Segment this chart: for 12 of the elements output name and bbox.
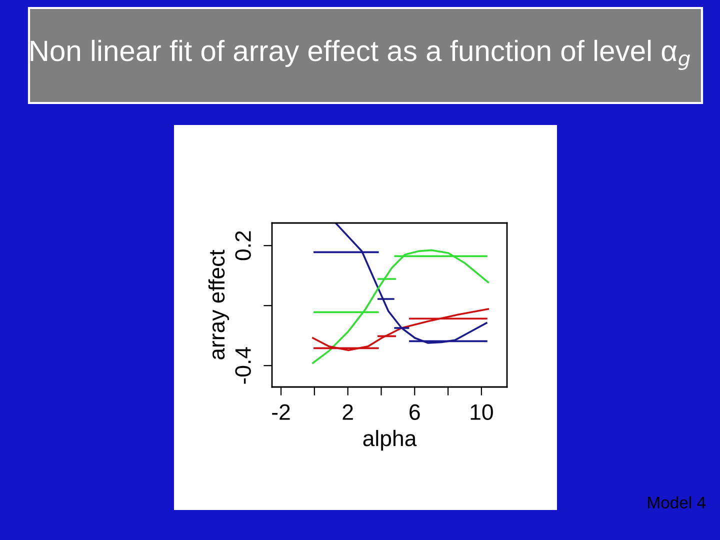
x-tick-label: -2	[272, 404, 290, 420]
y-tick-label: -0.4	[235, 347, 251, 384]
line-series	[312, 308, 490, 352]
y-axis-title: array effect	[208, 250, 230, 360]
chart-title: Non linear fit of array effect as a function of level α$_{g}$	[30, 40, 690, 70]
y-tick-label: 0.2	[235, 231, 251, 260]
x-tick-label: 2	[342, 404, 353, 420]
line-series	[312, 249, 490, 364]
text: Model 4	[648, 496, 706, 508]
x-axis-title: alpha	[363, 430, 417, 451]
x-tick-label: 6	[410, 404, 420, 420]
x-tick-label: 10	[470, 404, 493, 420]
